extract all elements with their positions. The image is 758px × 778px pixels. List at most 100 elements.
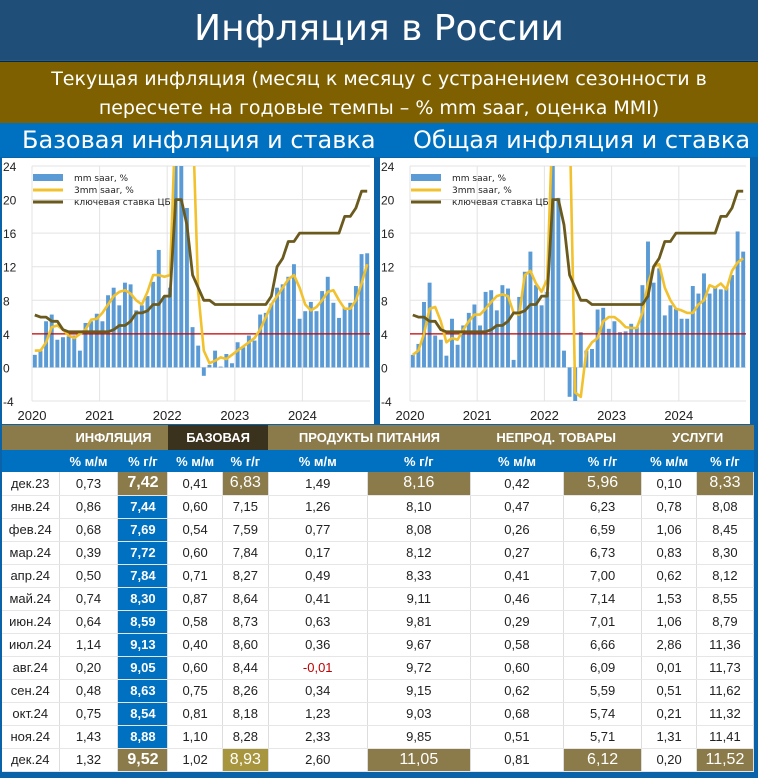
line-key-rate [34, 189, 368, 334]
y-tick-label: 8 [381, 294, 388, 308]
legend-label: mm saar, % [74, 174, 129, 184]
bar [342, 307, 347, 368]
y-tick-label: 12 [3, 261, 17, 275]
y-tick-label: 0 [381, 361, 388, 375]
bar [139, 305, 144, 368]
bar [651, 282, 656, 368]
table-cell: 0,75 [167, 679, 223, 703]
line-key-rate [412, 189, 744, 334]
x-tick-label: 2023 [220, 408, 249, 423]
table-row: ноя.24 1,43 8,88 1,10 8,28 2,33 9,85 0,51 5,71 1,… [2, 725, 755, 749]
table-row: дек.23 0,73 7,42 0,41 6,83 1,49 8,16 0,42 5,96 0,… [2, 472, 755, 496]
table-cell: 9,85 [367, 725, 472, 749]
table-cell: 0,51 [641, 679, 697, 703]
table-cell: 0,60 [470, 656, 564, 680]
group-header: ИНФЛЯЦИЯ [59, 425, 168, 450]
y-tick-label: 20 [3, 194, 17, 208]
table-cell: 0,17 [268, 541, 368, 565]
table-cell: 6,73 [563, 541, 643, 565]
table-cell: 9,03 [367, 702, 472, 726]
bar [455, 344, 460, 368]
x-tick-label: 2024 [288, 408, 317, 423]
table-cell: 0,83 [641, 541, 697, 565]
bar [184, 207, 189, 368]
x-tick-label: 2021 [85, 408, 114, 423]
table-cell: 0,46 [470, 587, 564, 611]
bar [224, 354, 229, 368]
bar [634, 327, 639, 368]
bar [646, 241, 650, 368]
bar [690, 286, 695, 368]
bar [528, 251, 533, 368]
bar [517, 296, 522, 368]
sub-header-yy: % г/г [367, 450, 471, 472]
bar [724, 287, 729, 368]
sub-header-mm: % м/м [59, 450, 118, 472]
bar [83, 322, 88, 368]
section-title-core: Базовая инфляция и ставка [22, 123, 376, 157]
table-cell: 0,87 [167, 587, 223, 611]
bar [612, 321, 617, 368]
line-3mm-saar [34, 166, 369, 365]
bar [410, 354, 415, 368]
table-cell: 0,49 [268, 564, 368, 588]
table-cell: 9,15 [367, 679, 472, 703]
y-tick-label: 24 [3, 160, 17, 174]
table-cell: 8,73 [222, 610, 269, 634]
table-cell: 0,29 [470, 610, 564, 634]
group-header: ПРОДУКТЫ ПИТАНИЯ [268, 425, 471, 450]
table-cell: 8,44 [222, 656, 269, 680]
bar [679, 318, 684, 368]
table-cell: 2,86 [641, 633, 697, 657]
y-tick-label: 12 [381, 261, 395, 275]
table-cell: 0,40 [167, 633, 223, 657]
row-date: апр.24 [2, 564, 60, 588]
table-cell: 11,52 [696, 748, 755, 772]
bar [550, 166, 555, 368]
table-cell: 0,20 [641, 748, 697, 772]
table-cell: 0,60 [167, 495, 223, 519]
row-date: авг.24 [2, 656, 60, 680]
table-cell: 0,01 [641, 656, 697, 680]
table-cell: 0,60 [167, 656, 223, 680]
group-header: БАЗОВАЯ [167, 425, 269, 450]
table-cell: 11,41 [696, 725, 755, 749]
table-cell: 0,41 [167, 472, 223, 496]
table-cell: 7,84 [117, 564, 169, 588]
x-tick-label: 2023 [597, 408, 626, 423]
subtitle: Текущая инфляция (месяц к месяцу с устра… [0, 61, 758, 123]
bar [696, 293, 701, 368]
bar [718, 289, 723, 368]
row-date: сен.24 [2, 679, 60, 703]
table-cell: 8,08 [696, 495, 755, 519]
table-cell: 0,68 [59, 518, 119, 542]
y-tick-label: 4 [381, 328, 388, 342]
bar [213, 350, 218, 368]
bar [511, 359, 516, 368]
bar [337, 317, 341, 368]
table-cell: 2,33 [268, 725, 368, 749]
sub-header-mm: % м/м [641, 450, 697, 472]
table-cell: 8,30 [117, 587, 169, 611]
table-cell: 7,01 [563, 610, 643, 634]
table-cell: 0,81 [167, 702, 223, 726]
bar [286, 276, 291, 368]
table-cell: -0,01 [268, 656, 368, 680]
bar [657, 268, 662, 368]
table-cell: 8,16 [367, 472, 472, 496]
table-cell: 5,74 [563, 702, 643, 726]
bar [539, 305, 544, 368]
table-row: июн.24 0,64 8,59 0,58 8,73 0,63 9,81 0,29 7,01 1,… [2, 610, 755, 634]
chart-core-inflation: -4 0 4 8 12 16 20 24 2020 2021 2022 2023 2024 mm saar… [2, 158, 374, 424]
bar [353, 286, 358, 368]
table-cell: 8,59 [117, 610, 169, 634]
table-cell: 0,78 [641, 495, 697, 519]
table-cell: 0,47 [470, 495, 564, 519]
table-cell: 0,64 [59, 610, 119, 634]
bar [100, 321, 105, 368]
table-cell: 5,71 [563, 725, 643, 749]
table-cell: 1,26 [268, 495, 368, 519]
table-cell: 0,74 [59, 587, 119, 611]
bar [590, 348, 594, 368]
bar [280, 284, 285, 368]
